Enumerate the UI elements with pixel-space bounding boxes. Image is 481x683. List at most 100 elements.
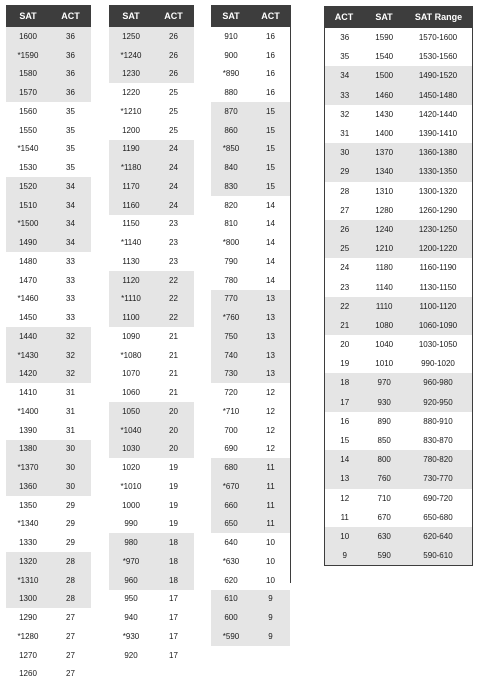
cell-range: 1420-1440	[404, 110, 472, 119]
cell-act: 17	[153, 594, 194, 603]
cell-act: 26	[153, 32, 194, 41]
cell-act: 22	[153, 294, 194, 303]
cell-sat: *1180	[109, 163, 153, 172]
cell-act: 32	[50, 369, 91, 378]
cell-sat: 1510	[6, 201, 50, 210]
cell-act: 22	[325, 302, 364, 311]
cell-sat: 1250	[109, 32, 153, 41]
cell-sat: 620	[211, 576, 251, 585]
cell-act: 11	[325, 513, 364, 522]
cell-sat: 1200	[109, 126, 153, 135]
header-sat: SAT	[6, 11, 50, 21]
cell-sat: 1110	[364, 302, 403, 311]
cell-sat: *1500	[6, 219, 50, 228]
cell-sat: 1590	[364, 33, 403, 42]
cell-act: 34	[325, 71, 364, 80]
cell-act: 21	[153, 369, 194, 378]
cell-act: 34	[50, 201, 91, 210]
cell-sat: *1110	[109, 294, 153, 303]
cell-sat: 1450	[6, 313, 50, 322]
cell-act: 24	[153, 201, 194, 210]
cell-sat: 1180	[364, 263, 403, 272]
cell-act: 19	[153, 482, 194, 491]
cell-act: 20	[153, 444, 194, 453]
cell-act: 30	[50, 463, 91, 472]
cell-act: 9	[251, 594, 290, 603]
cell-sat: 1560	[6, 107, 50, 116]
cell-act: 31	[325, 129, 364, 138]
cell-range: 1130-1150	[404, 283, 472, 292]
cell-range: 1060-1090	[404, 321, 472, 330]
cell-act: 24	[153, 144, 194, 153]
cell-sat: 1310	[364, 187, 403, 196]
cell-sat: 820	[211, 201, 251, 210]
cell-sat: 1000	[109, 501, 153, 510]
cell-sat: 780	[211, 276, 251, 285]
cell-sat: *1210	[109, 107, 153, 116]
cell-act: 25	[325, 244, 364, 253]
cell-act: 23	[153, 219, 194, 228]
cell-act: 12	[251, 388, 290, 397]
cell-act: 18	[153, 576, 194, 585]
cell-act: 12	[251, 407, 290, 416]
cell-act: 36	[325, 33, 364, 42]
cell-act: 19	[153, 519, 194, 528]
cell-act: 13	[251, 351, 290, 360]
cell-act: 25	[153, 88, 194, 97]
cell-act: 19	[325, 359, 364, 368]
cell-act: 16	[251, 51, 290, 60]
cell-act: 28	[50, 576, 91, 585]
cell-sat: 1400	[364, 129, 403, 138]
cell-range: 920-950	[404, 398, 472, 407]
cell-sat: 1060	[109, 388, 153, 397]
column-header: SAT ACT	[6, 5, 91, 27]
cell-act: 14	[251, 219, 290, 228]
cell-act: 29	[325, 167, 364, 176]
cell-act: 35	[50, 107, 91, 116]
cell-sat: 1160	[109, 201, 153, 210]
cell-act: 29	[50, 538, 91, 547]
cell-sat: *760	[211, 313, 251, 322]
cell-sat: *630	[211, 557, 251, 566]
cell-act: 15	[251, 107, 290, 116]
cell-sat: *710	[211, 407, 251, 416]
cell-sat: 890	[364, 417, 403, 426]
cell-range: 1160-1190	[404, 263, 472, 272]
cell-act: 24	[325, 263, 364, 272]
cell-act: 25	[153, 107, 194, 116]
cell-sat: 1020	[109, 463, 153, 472]
cell-sat: 650	[211, 519, 251, 528]
cell-act: 25	[153, 126, 194, 135]
cell-sat: 950	[109, 594, 153, 603]
cell-sat: 1190	[109, 144, 153, 153]
cell-sat: *970	[109, 557, 153, 566]
cell-range: 620-640	[404, 532, 472, 541]
cell-sat: 1580	[6, 69, 50, 78]
cell-act: 20	[153, 426, 194, 435]
